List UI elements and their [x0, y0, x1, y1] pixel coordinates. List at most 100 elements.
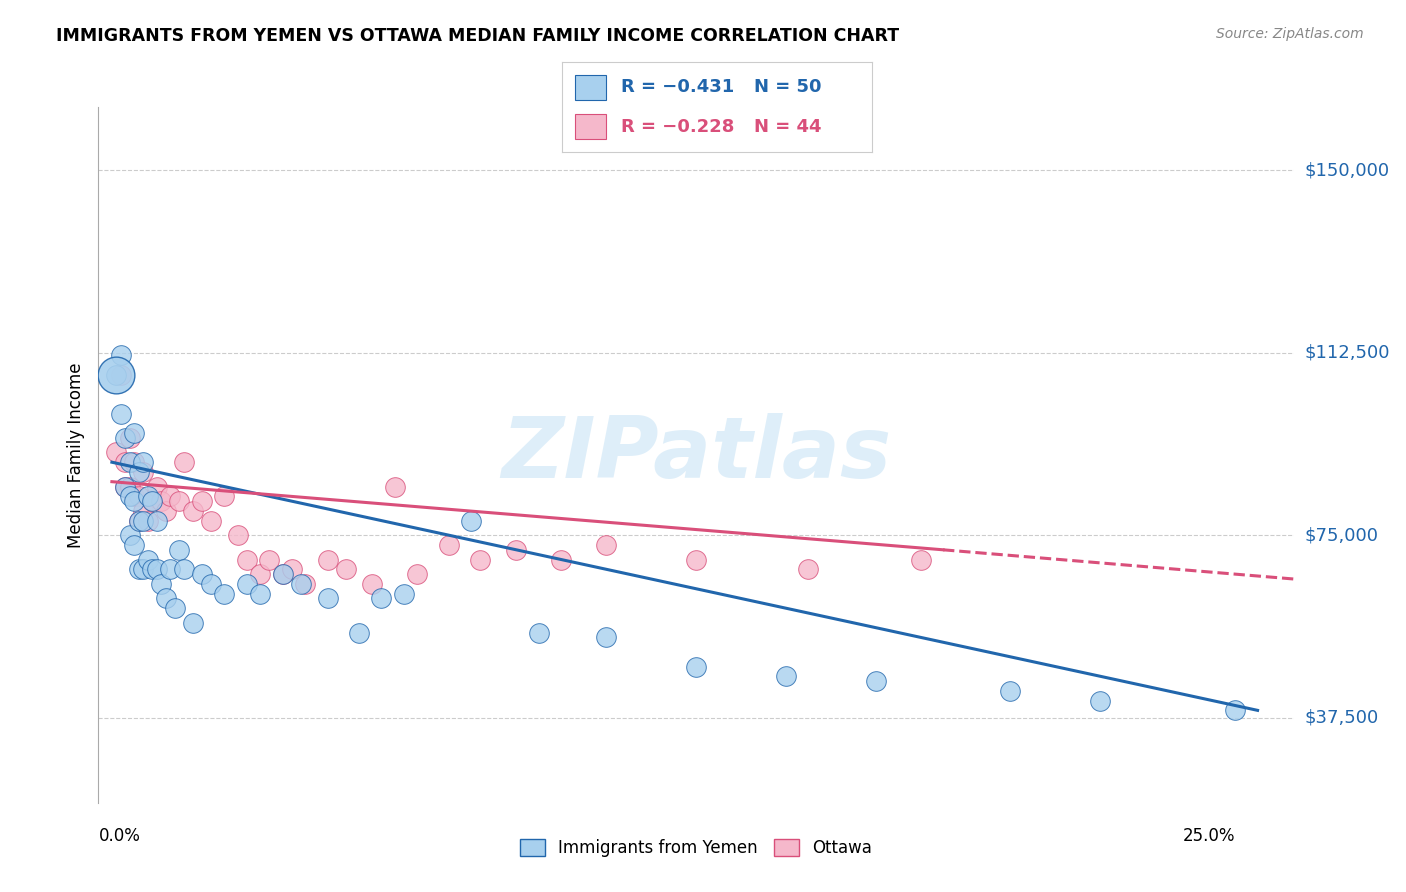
Point [155, 591, 177, 606]
Point [347, 625, 370, 640]
Point [114, 479, 136, 493]
Point [105, 368, 128, 382]
Point [118, 455, 141, 469]
Point [128, 489, 150, 503]
Point [181, 615, 204, 630]
Point [110, 407, 132, 421]
Point [271, 567, 294, 582]
Text: N = 50: N = 50 [754, 78, 821, 96]
Point [159, 489, 181, 503]
Point [150, 494, 173, 508]
Point [335, 562, 357, 576]
Point [437, 538, 460, 552]
Point [1090, 693, 1112, 707]
Point [470, 552, 492, 566]
Point [146, 479, 169, 493]
Point [280, 562, 302, 576]
Y-axis label: Median Family Income: Median Family Income [66, 362, 84, 548]
Point [200, 514, 222, 528]
Legend: Immigrants from Yemen, Ottawa: Immigrants from Yemen, Ottawa [513, 832, 879, 864]
Point [290, 577, 312, 591]
Point [110, 368, 132, 382]
Point [1000, 684, 1022, 698]
Point [128, 514, 150, 528]
Point [136, 514, 159, 528]
Point [118, 528, 141, 542]
Point [114, 479, 136, 493]
Point [173, 562, 195, 576]
Point [132, 514, 155, 528]
Point [136, 489, 159, 503]
Point [316, 591, 339, 606]
Point [361, 577, 384, 591]
Point [150, 577, 173, 591]
Text: $150,000: $150,000 [1305, 161, 1389, 179]
Point [141, 562, 163, 576]
Point [406, 567, 429, 582]
Point [124, 489, 146, 503]
Text: N = 44: N = 44 [754, 118, 821, 136]
Text: R = −0.228: R = −0.228 [621, 118, 734, 136]
Point [146, 514, 169, 528]
Text: Source: ZipAtlas.com: Source: ZipAtlas.com [1216, 27, 1364, 41]
Point [212, 586, 235, 600]
Point [118, 431, 141, 445]
Point [370, 591, 392, 606]
Point [163, 601, 186, 615]
Point [105, 368, 128, 382]
Point [249, 586, 271, 600]
Point [159, 562, 181, 576]
Point [271, 567, 294, 582]
Point [132, 465, 155, 479]
Point [235, 577, 257, 591]
Point [128, 514, 150, 528]
Point [910, 552, 932, 566]
Point [460, 514, 482, 528]
Text: IMMIGRANTS FROM YEMEN VS OTTAWA MEDIAN FAMILY INCOME CORRELATION CHART: IMMIGRANTS FROM YEMEN VS OTTAWA MEDIAN F… [56, 27, 900, 45]
Text: $75,000: $75,000 [1305, 526, 1379, 544]
Point [505, 542, 527, 557]
Point [132, 504, 155, 518]
Point [775, 669, 797, 683]
Point [392, 586, 415, 600]
FancyBboxPatch shape [575, 114, 606, 139]
Point [257, 552, 280, 566]
Text: 0.0%: 0.0% [98, 827, 141, 845]
Point [527, 625, 550, 640]
Point [169, 542, 191, 557]
Point [124, 425, 146, 440]
Point [132, 455, 155, 469]
Point [212, 489, 235, 503]
Point [124, 494, 146, 508]
FancyBboxPatch shape [575, 75, 606, 100]
Point [226, 528, 249, 542]
Point [550, 552, 572, 566]
Point [595, 631, 617, 645]
Point [173, 455, 195, 469]
Point [685, 552, 707, 566]
Point [141, 494, 163, 508]
Point [124, 538, 146, 552]
Point [316, 552, 339, 566]
Point [595, 538, 617, 552]
Point [118, 489, 141, 503]
Point [685, 659, 707, 673]
Point [865, 674, 887, 689]
Point [200, 577, 222, 591]
Point [249, 567, 271, 582]
Point [114, 455, 136, 469]
Point [190, 567, 212, 582]
Point [105, 445, 128, 459]
Text: R = −0.431: R = −0.431 [621, 78, 734, 96]
Text: ZIPatlas: ZIPatlas [501, 413, 891, 497]
Point [141, 494, 163, 508]
Point [124, 455, 146, 469]
Point [110, 348, 132, 362]
Point [294, 577, 316, 591]
Point [797, 562, 820, 576]
Point [136, 552, 159, 566]
Point [169, 494, 191, 508]
Point [146, 562, 169, 576]
Point [114, 431, 136, 445]
Point [118, 479, 141, 493]
